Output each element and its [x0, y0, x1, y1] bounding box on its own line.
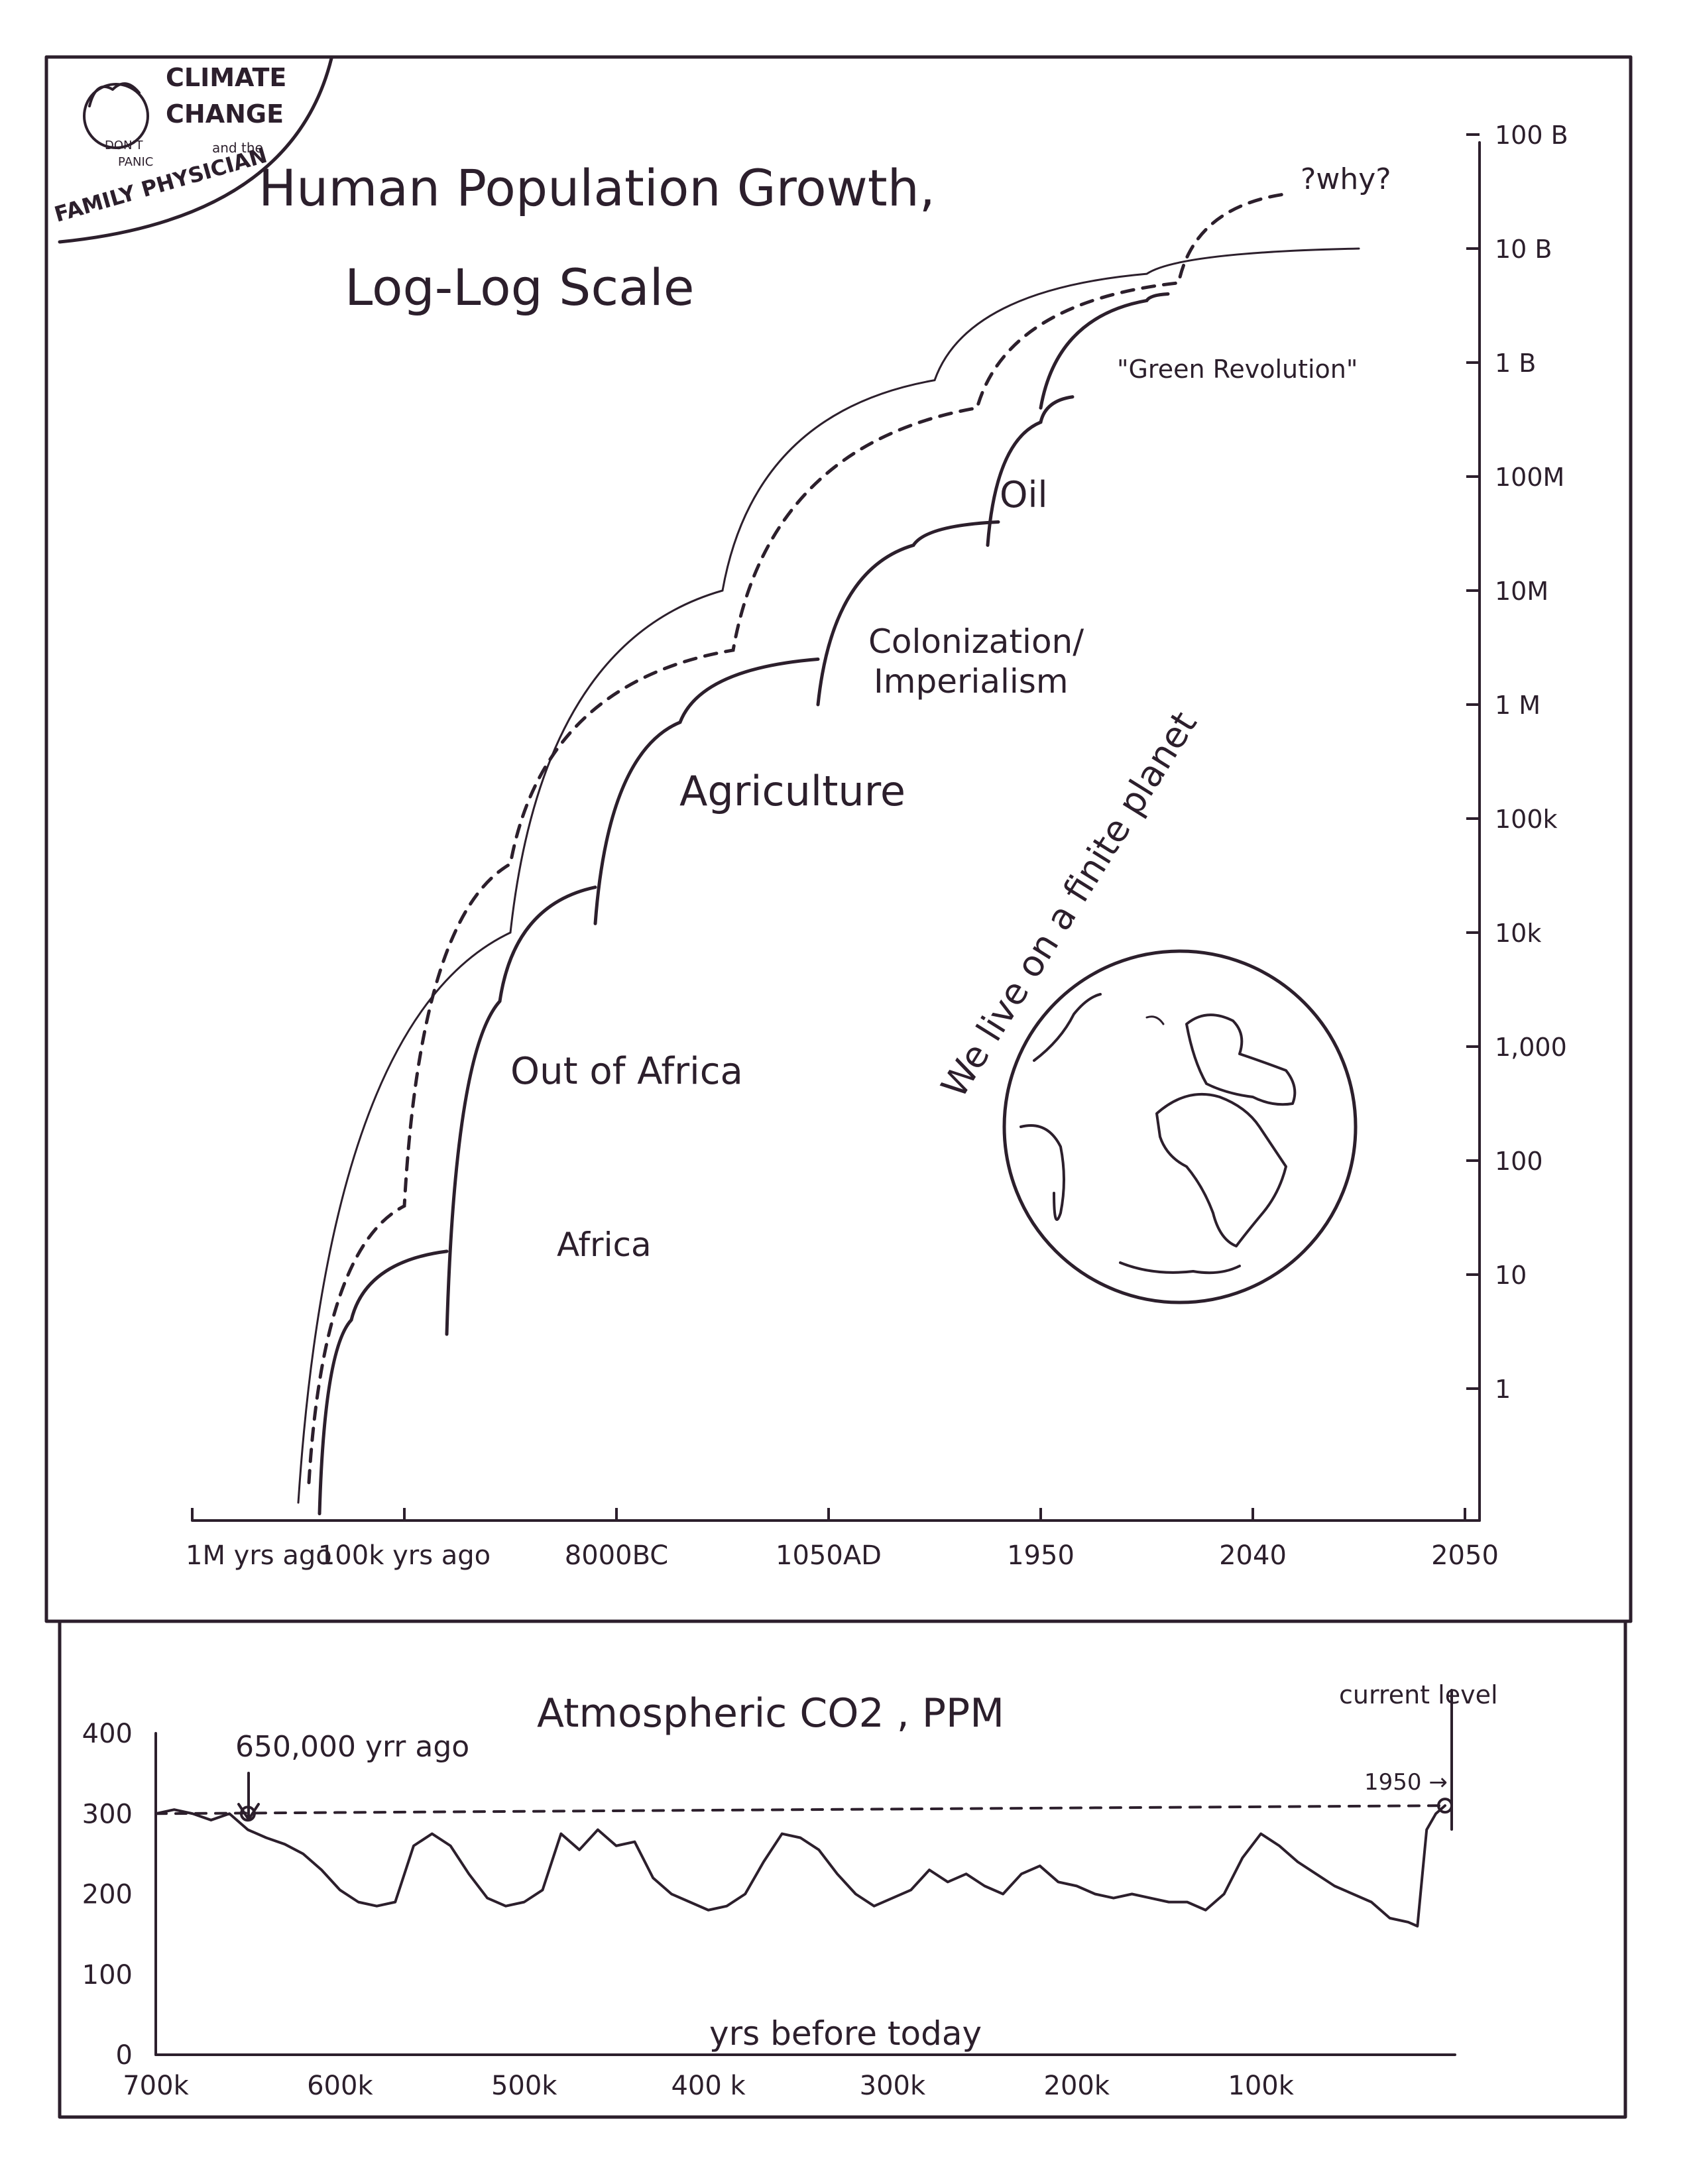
- top-panel-frame: [44, 55, 1633, 1623]
- co2-x-ticks: 700k 600k 500k 400 k 300k 200k 100k: [123, 2071, 1294, 2101]
- population-y-tick-label: 1 M: [1495, 691, 1541, 720]
- co2-y-tick-label: 0: [116, 2040, 133, 2071]
- population-y-tick-label: 10k: [1495, 919, 1541, 948]
- co2-y-tick-label: 300: [82, 1799, 133, 1829]
- population-series-line: [307, 192, 1287, 1485]
- co2-y-ticks: 0 100 200 300 400: [82, 1719, 133, 2071]
- population-series-line: [816, 520, 1000, 707]
- finite-planet-caption: We live on a finite planet: [933, 704, 1205, 1105]
- annotation-agriculture: Agriculture: [679, 767, 905, 815]
- population-y-tick-label: 1: [1495, 1375, 1511, 1404]
- population-series-line: [1039, 292, 1170, 410]
- population-y-tick-label: 1,000: [1495, 1033, 1567, 1062]
- annotation-why: ?why?: [1301, 162, 1391, 196]
- population-x-tick-label: 2040: [1219, 1540, 1287, 1571]
- co2-series-line: [154, 1804, 1446, 1815]
- badge-line-2: CHANGE: [166, 99, 284, 129]
- co2-series-line: [154, 1804, 1446, 1927]
- earth-globe-icon: [1002, 949, 1358, 1304]
- population-y-tick-label: 100 B: [1495, 121, 1568, 150]
- population-series-line: [986, 395, 1075, 547]
- population-y-ticks: 100 B 10 B 1 B 100M 10M 1 M 100k 10k 1,000 100 10 1: [1466, 121, 1568, 1404]
- population-series-line: [297, 247, 1360, 1504]
- badge-line-1: CLIMATE: [166, 63, 286, 92]
- population-y-tick-label: 10M: [1495, 577, 1548, 606]
- co2-chart-title: Atmospheric CO2 , PPM: [537, 1690, 1004, 1737]
- badge-line-3: and the: [212, 140, 263, 156]
- population-chart-subtitle: Log-Log Scale: [345, 258, 695, 317]
- co2-x-tick-label: 700k: [123, 2071, 189, 2101]
- population-y-tick-label: 100M: [1495, 463, 1564, 492]
- bottom-panel-frame: [58, 1619, 1627, 2119]
- badge-bubble-1: DON'T: [105, 139, 143, 152]
- population-series: [297, 192, 1360, 1516]
- population-chart-title: Human Population Growth,: [259, 158, 935, 217]
- population-x-tick-label: 1M yrs ago: [186, 1540, 332, 1571]
- annotation-africa: Africa: [557, 1226, 652, 1264]
- annotation-green-revolution: "Green Revolution": [1117, 355, 1358, 384]
- population-y-tick-label: 100k: [1495, 805, 1558, 834]
- badge-bubble-2: PANIC: [118, 155, 153, 169]
- badge-line-4: FAMILY PHYSICIAN: [52, 143, 270, 227]
- co2-y-tick-label: 400: [82, 1719, 133, 1749]
- annotation-current-level: current level: [1339, 1680, 1498, 1709]
- co2-x-tick-label: 200k: [1044, 2071, 1110, 2101]
- population-x-tick-label: 100k yrs ago: [318, 1540, 491, 1571]
- co2-x-tick-label: 100k: [1228, 2071, 1294, 2101]
- co2-x-tick-label: 500k: [491, 2071, 557, 2101]
- co2-x-tick-label: 400 k: [671, 2071, 746, 2101]
- population-y-tick-label: 100: [1495, 1147, 1543, 1176]
- annotation-650k-line1: 650,000 yrr ago: [235, 1730, 469, 1764]
- co2-y-tick-label: 200: [82, 1880, 133, 1910]
- population-series-line: [318, 1249, 449, 1516]
- co2-x-tick-label: 600k: [307, 2071, 373, 2101]
- co2-x-axis-label: yrs before today: [709, 2014, 982, 2053]
- co2-current-marker: [1437, 1798, 1453, 1814]
- co2-series: [154, 1798, 1453, 1927]
- doctor-head-icon: [83, 83, 149, 149]
- population-series-line: [445, 886, 597, 1336]
- doctor-hair-icon: [88, 82, 141, 107]
- annotation-650k-arrow: [237, 1772, 260, 1821]
- population-x-tick-label: 2050: [1431, 1540, 1499, 1571]
- population-y-tick-label: 1 B: [1495, 349, 1536, 378]
- annotation-1950: 1950 →: [1364, 1769, 1448, 1796]
- annotation-oil: Oil: [1000, 474, 1048, 516]
- annotation-out-of-africa: Out of Africa: [510, 1050, 743, 1093]
- badge-arc: [58, 56, 333, 244]
- annotation-colonization: Colonization/: [868, 622, 1084, 661]
- population-x-tick-label: 1950: [1007, 1540, 1075, 1571]
- population-x-tick-label: 1050AD: [776, 1540, 882, 1571]
- population-y-tick-label: 10 B: [1495, 235, 1552, 264]
- population-x-tick-label: 8000BC: [565, 1540, 668, 1571]
- co2-y-tick-label: 100: [82, 1960, 133, 1990]
- co2-x-tick-label: 300k: [860, 2071, 926, 2101]
- population-y-tick-label: 10: [1495, 1261, 1527, 1290]
- population-series-line: [593, 658, 820, 925]
- annotation-imperialism: Imperialism: [874, 662, 1069, 701]
